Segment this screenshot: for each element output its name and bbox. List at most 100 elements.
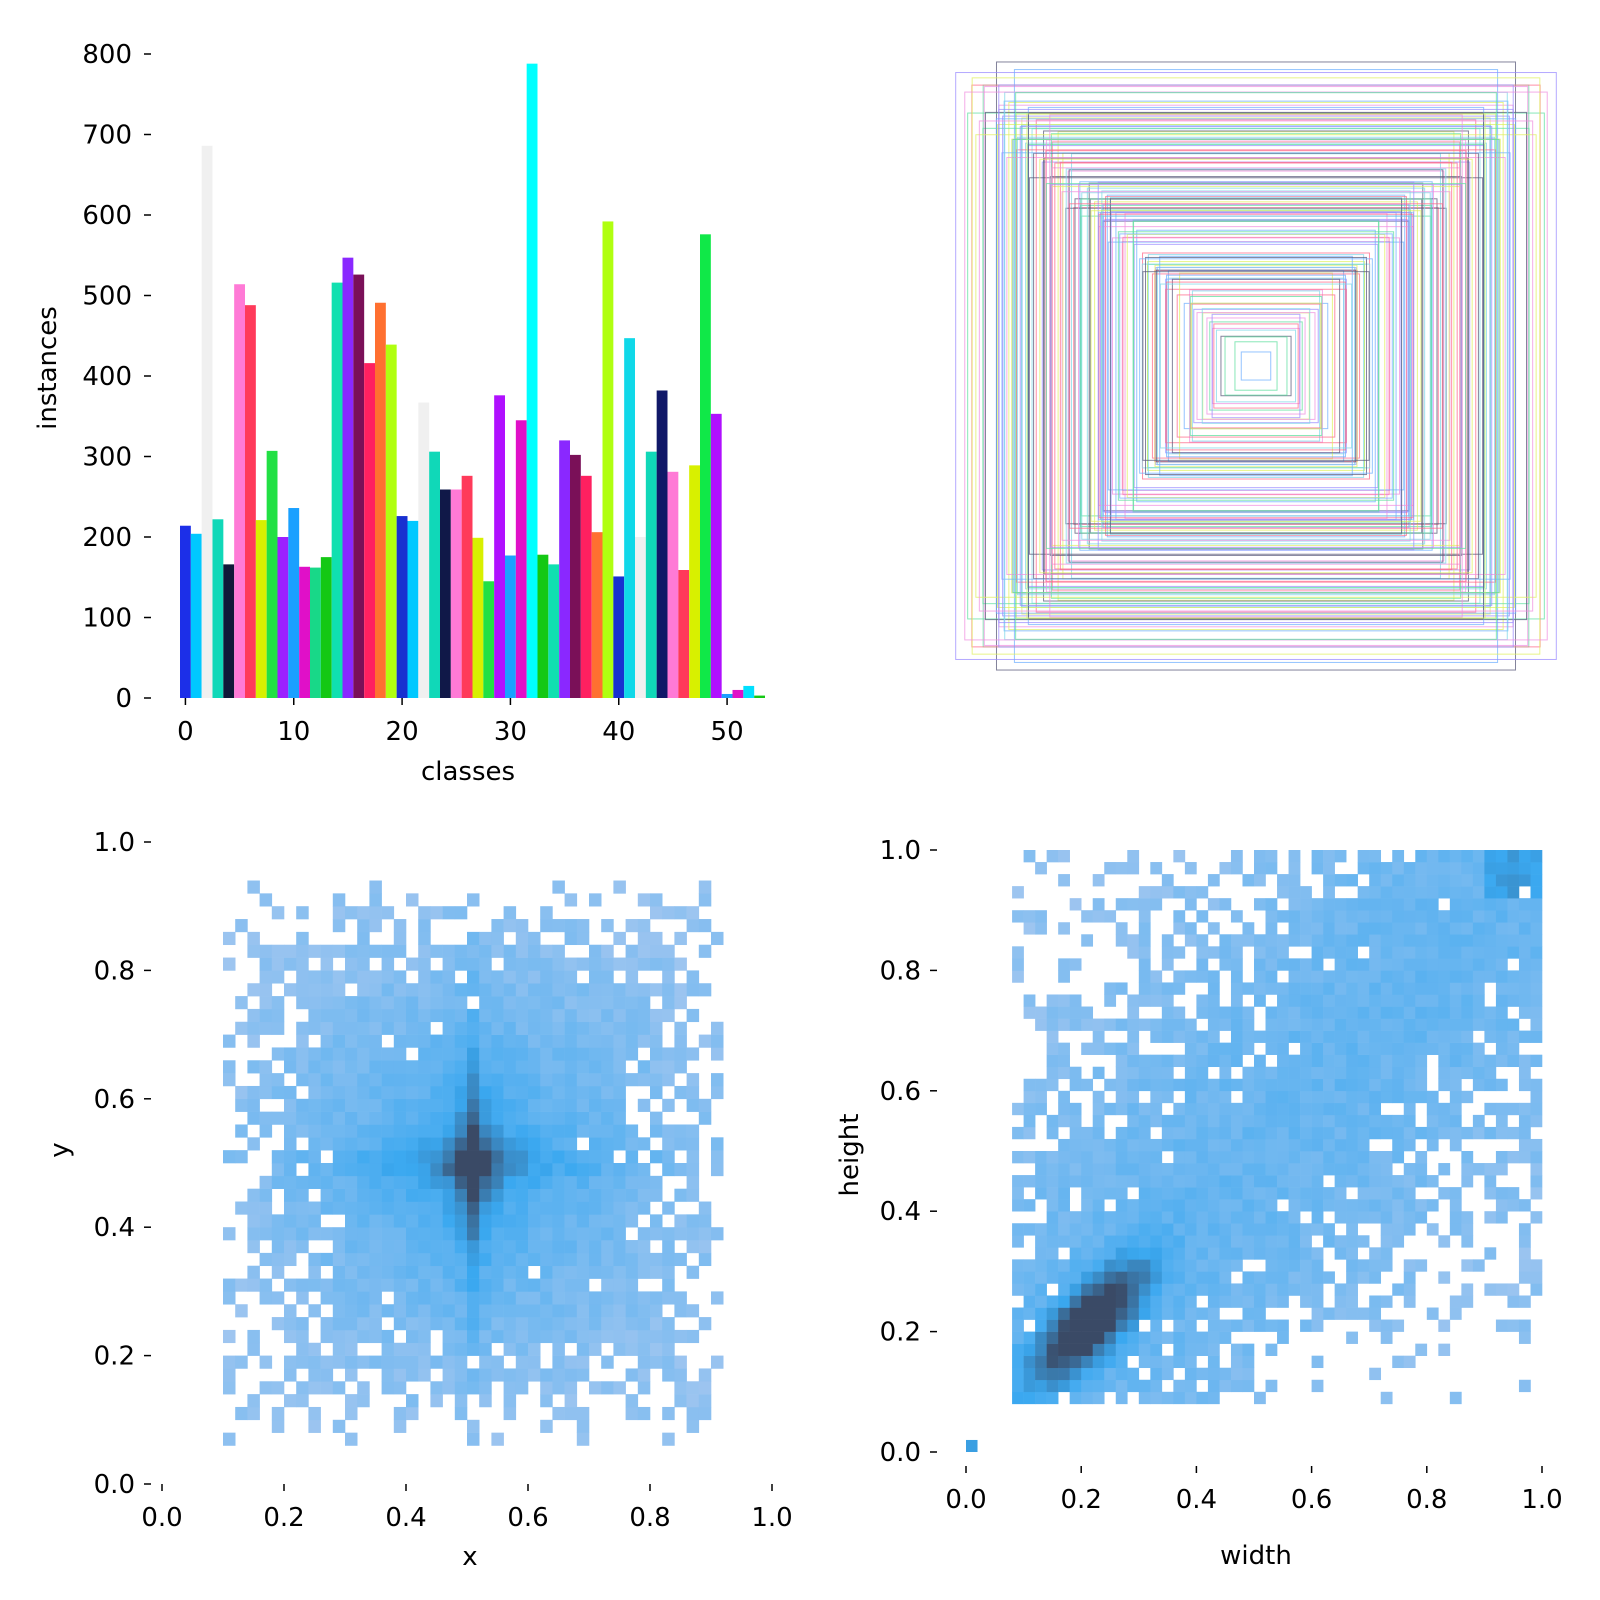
heatmap-cell (1092, 1211, 1105, 1224)
heatmap-cell (1254, 874, 1266, 887)
heatmap-cell (515, 1252, 529, 1267)
heatmap-cell (1138, 1211, 1151, 1224)
heatmap-cell (674, 906, 687, 920)
heatmap-cell (1300, 1259, 1312, 1272)
bounding-box (1171, 278, 1341, 454)
heatmap-cell (393, 983, 407, 997)
heatmap-cell (1346, 1102, 1358, 1116)
heatmap-cell (1161, 1271, 1174, 1284)
heatmap-cell (320, 1060, 334, 1074)
heatmap-cell (1196, 1391, 1209, 1405)
heatmap-cell (601, 1021, 614, 1035)
bounding-box (1142, 271, 1370, 461)
heatmap-cell (1138, 1066, 1151, 1080)
heatmap-cell (1288, 1187, 1301, 1200)
heatmap-cell (1484, 850, 1497, 863)
heatmap-cell (1219, 1006, 1232, 1019)
bounding-box (1224, 336, 1288, 396)
heatmap-cell (345, 1188, 358, 1202)
heatmap-cell (259, 970, 273, 984)
bounding-box (1154, 269, 1358, 463)
heatmap-cell (1115, 1259, 1128, 1272)
heatmap-cell (1472, 1163, 1485, 1176)
heatmap-cell (515, 1163, 529, 1177)
heatmap-cell (674, 1060, 687, 1074)
heatmap-cell (1438, 1126, 1451, 1140)
heatmap-cell (1058, 1379, 1070, 1393)
heatmap-cell (1173, 1307, 1186, 1320)
heatmap-cell (613, 1201, 626, 1215)
heatmap-cell (406, 1394, 419, 1408)
heatmap-cell (1484, 1006, 1497, 1019)
heatmap-cell (393, 1188, 407, 1202)
heatmap-cell (650, 931, 663, 946)
heatmap-cell (1069, 1102, 1082, 1116)
heatmap-cell (1046, 1187, 1059, 1200)
heatmap-cell (1484, 1066, 1497, 1080)
heatmap-cell (1311, 1102, 1324, 1116)
bounding-box (1098, 226, 1414, 506)
heatmap-cell (1484, 934, 1497, 947)
heatmap-cell (552, 1291, 565, 1305)
heatmap-cell (1138, 1187, 1151, 1200)
heatmap-cell (1449, 958, 1462, 971)
heatmap-cell (576, 931, 590, 946)
heatmap-cell (1173, 886, 1186, 899)
heatmap-cell (1184, 1090, 1197, 1104)
heatmap-cell (1219, 1295, 1232, 1308)
heatmap-cell (1380, 994, 1393, 1007)
bounding-box (983, 86, 1529, 646)
heatmap-cell (1369, 1163, 1382, 1176)
heatmap-cell (491, 1278, 504, 1292)
heatmap-cell (247, 1278, 260, 1292)
heatmap-cell (1254, 1223, 1266, 1236)
heatmap-cell (418, 1265, 431, 1279)
bounding-box (1151, 273, 1361, 459)
heatmap-cell (467, 1163, 480, 1177)
heatmap-cell (1369, 1006, 1382, 1019)
heatmap-cell (1196, 1187, 1209, 1200)
heatmap-cell (345, 1163, 358, 1177)
heatmap-cell (1184, 1319, 1197, 1332)
heatmap-cell (1311, 1175, 1324, 1188)
heatmap-cell (1173, 910, 1186, 923)
heatmap-cell (576, 1150, 590, 1164)
heatmap-cell (1334, 1090, 1347, 1104)
bounding-box (1106, 194, 1406, 538)
bounding-box (1015, 92, 1497, 640)
heatmap-cell (369, 1163, 382, 1177)
heatmap-cell (320, 1188, 334, 1202)
heatmap-cell (1207, 1247, 1220, 1260)
heatmap-cell (1035, 1247, 1047, 1260)
heatmap-cell (369, 1111, 382, 1125)
heatmap-cell (1323, 1187, 1335, 1200)
heatmap-cell (381, 1047, 395, 1061)
heatmap-cell (1265, 1090, 1278, 1104)
heatmap-cell (1507, 1126, 1520, 1140)
heatmap-cell (247, 1265, 260, 1279)
heatmap-cell (698, 1381, 712, 1395)
heatmap-cell (1530, 1138, 1543, 1152)
bounding-box-overlay-panel (955, 61, 1557, 671)
heatmap-cell (1023, 1151, 1036, 1164)
heatmap-cell (1518, 1054, 1531, 1068)
heatmap-cell (1173, 1054, 1186, 1068)
heatmap-cell (686, 1419, 700, 1433)
heatmap-cell (1461, 1054, 1474, 1068)
heatmap-cell (479, 1381, 492, 1395)
heatmap-cell (369, 1265, 382, 1279)
heatmap-cell (686, 1406, 700, 1421)
x-tick-label: 0.8 (629, 1503, 670, 1533)
heatmap-cell (503, 1047, 517, 1061)
heatmap-cell (332, 1342, 346, 1356)
bounding-box (1155, 267, 1357, 465)
heatmap-cell (1277, 994, 1289, 1007)
heatmap-cell (1184, 1391, 1197, 1405)
heatmap-cell (308, 1124, 321, 1138)
heatmap-cell (1426, 1138, 1439, 1152)
heatmap-cell (1403, 922, 1416, 935)
heatmap-cell (1380, 1018, 1393, 1031)
heatmap-cell (564, 1124, 578, 1138)
heatmap-cell (1495, 970, 1508, 983)
heatmap-cell (284, 1240, 297, 1254)
